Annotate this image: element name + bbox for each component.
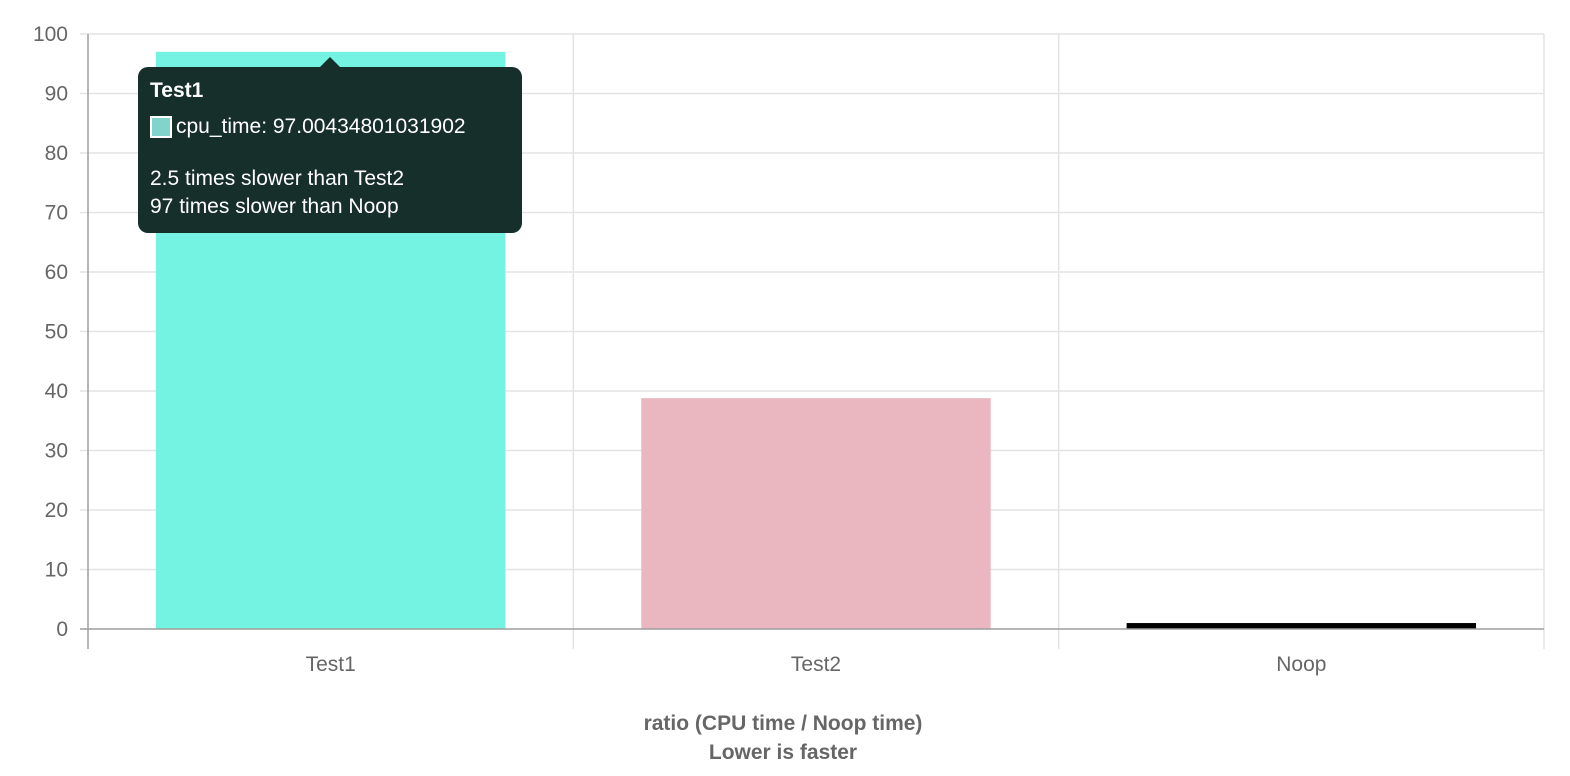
y-tick-label: 70: [45, 202, 68, 225]
x-axis-title: ratio (CPU time / Noop time): [644, 712, 923, 735]
y-tick-label: 0: [56, 618, 68, 641]
x-tick-label: Test1: [306, 653, 356, 676]
tooltip-value-label: cpu_time: 97.00434801031902: [176, 115, 466, 138]
y-tick-label: 80: [45, 142, 68, 165]
x-axis-ticks: Test1 Test2 Noop: [306, 653, 1327, 676]
axes: [80, 34, 1544, 649]
y-tick-label: 20: [45, 499, 68, 522]
tooltip-footer: 2.5 times slower than Test2 97 times slo…: [150, 165, 510, 221]
y-tick-label: 50: [45, 321, 68, 344]
x-tick-label: Test2: [791, 653, 841, 676]
x-tick-label: Noop: [1276, 653, 1326, 676]
bar-noop[interactable]: [1126, 623, 1477, 629]
y-tick-label: 100: [33, 23, 68, 46]
tooltip-color-swatch: [150, 116, 172, 138]
tooltip-value-line: cpu_time: 97.00434801031902: [150, 109, 510, 145]
bar-tooltip: Test1 cpu_time: 97.00434801031902 2.5 ti…: [138, 57, 522, 233]
y-tick-label: 10: [45, 559, 68, 582]
y-tick-label: 60: [45, 261, 68, 284]
tooltip-footer-line-2: 97 times slower than Noop: [150, 195, 399, 218]
y-tick-label: 40: [45, 380, 68, 403]
x-axis-subtitle: Lower is faster: [709, 741, 857, 764]
y-axis-ticks: 0 10 20 30 40 50 60 70 80 90 100: [33, 23, 68, 641]
y-tick-label: 90: [45, 83, 68, 106]
tooltip-title: Test1: [150, 79, 204, 102]
tooltip-footer-line-1: 2.5 times slower than Test2: [150, 167, 405, 190]
y-tick-label: 30: [45, 440, 68, 463]
bar-test2[interactable]: [641, 398, 991, 629]
